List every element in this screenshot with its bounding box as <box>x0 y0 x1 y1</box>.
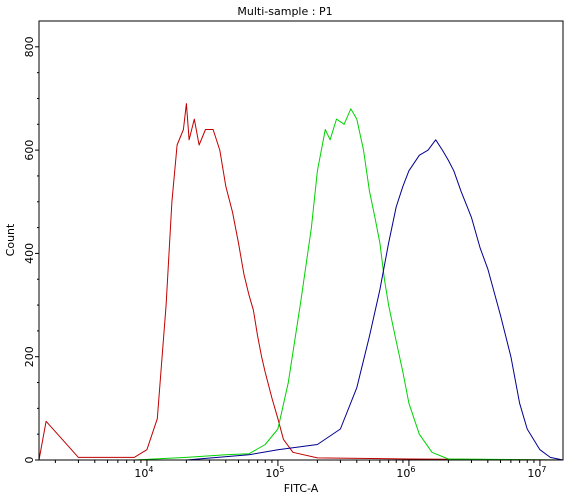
x-tick-label-10000000: 107 <box>527 465 546 480</box>
x-tick-label-1000000: 106 <box>396 465 415 480</box>
y-tick-label-600: 600 <box>23 140 36 161</box>
x-axis: 104 105 106 107 <box>54 460 546 480</box>
x-tick-label-100000: 105 <box>265 465 284 480</box>
series-line-3 <box>186 139 564 461</box>
y-tick-label-400: 400 <box>23 243 36 264</box>
x-axis-label: FITC-A <box>284 482 319 495</box>
y-tick-label-200: 200 <box>23 346 36 367</box>
y-tick-label-800: 800 <box>23 36 36 57</box>
y-axis: 0 200 400 600 800 <box>23 36 39 464</box>
chart-title: Multi-sample : P1 <box>237 5 332 18</box>
series-line-1 <box>38 103 564 461</box>
plot-frame <box>38 20 564 461</box>
y-axis-label: Count <box>4 223 17 256</box>
x-tick-label-10000: 104 <box>134 465 153 480</box>
series-layer <box>38 103 564 461</box>
y-tick-label-0: 0 <box>23 457 36 464</box>
series-line-2 <box>134 108 564 461</box>
